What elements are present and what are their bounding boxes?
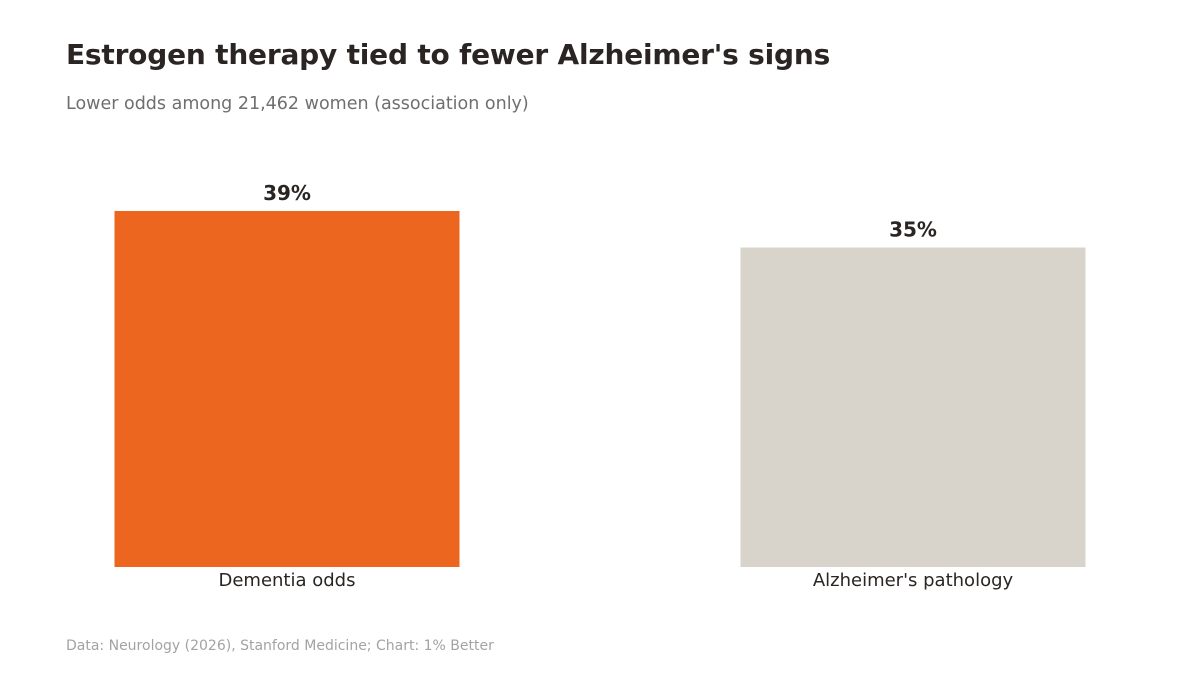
value-label-1: 35% — [889, 218, 937, 242]
category-label-1: Alzheimer's pathology — [813, 570, 1014, 591]
chart-subtitle: Lower odds among 21,462 women (associati… — [66, 94, 529, 114]
bar-0 — [114, 211, 460, 567]
value-label-0: 39% — [263, 181, 311, 205]
source-note: Data: Neurology (2026), Stanford Medicin… — [66, 638, 494, 654]
bar-1 — [740, 247, 1086, 567]
chart-title: Estrogen therapy tied to fewer Alzheimer… — [66, 38, 831, 71]
category-label-0: Dementia odds — [218, 570, 355, 591]
